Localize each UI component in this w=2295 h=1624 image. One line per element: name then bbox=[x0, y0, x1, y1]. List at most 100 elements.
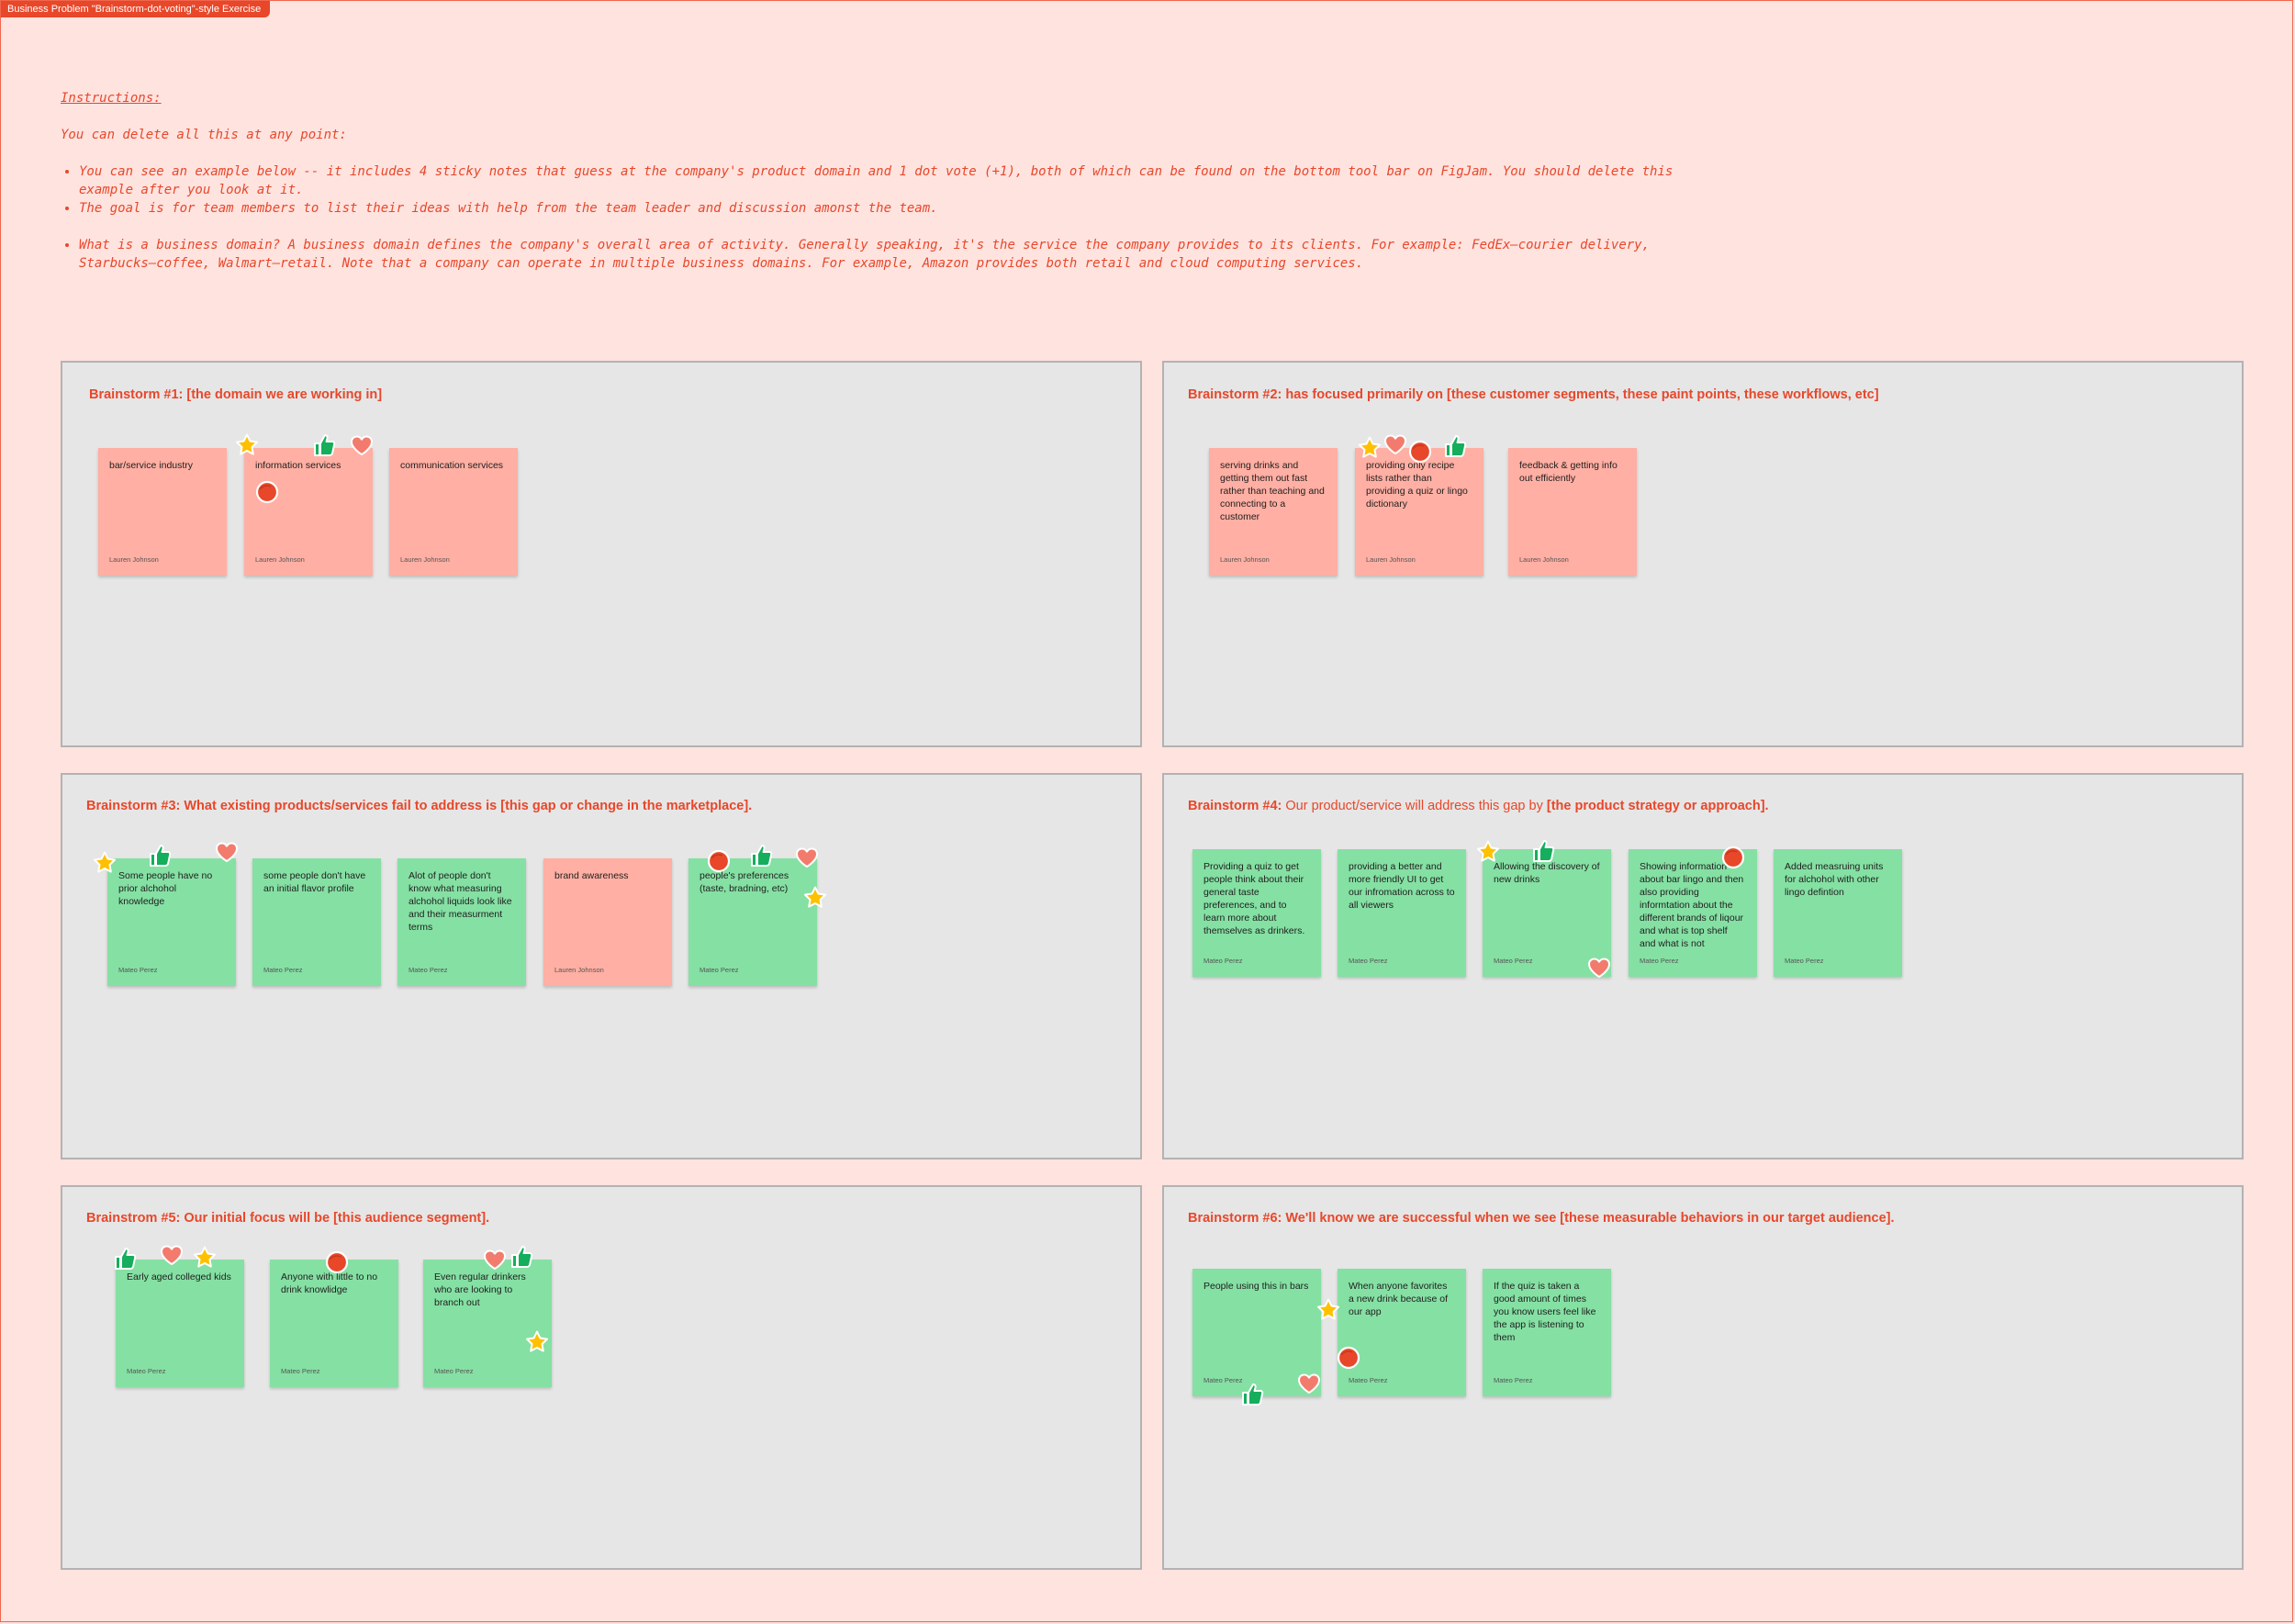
star-sticker-icon[interactable] bbox=[525, 1330, 549, 1354]
sticky-author: Lauren Johnson bbox=[1519, 555, 1569, 564]
instructions-bullet: What is a business domain? A business do… bbox=[79, 236, 1695, 273]
sticky-note[interactable]: Anyone with little to no drink knowlidge… bbox=[270, 1260, 398, 1387]
sticky-text: serving drinks and getting them out fast… bbox=[1220, 460, 1325, 522]
sticky-note[interactable]: feedback & getting info out efficiently L… bbox=[1508, 448, 1637, 576]
star-sticker-icon[interactable] bbox=[803, 886, 827, 910]
star-sticker-icon[interactable] bbox=[235, 433, 259, 457]
thumbs-up-sticker-icon[interactable] bbox=[312, 433, 336, 457]
instructions-text[interactable]: Instructions: You can delete all this at… bbox=[61, 89, 1695, 273]
red-dot-sticker-icon[interactable] bbox=[1721, 846, 1745, 869]
sticky-author: Lauren Johnson bbox=[400, 555, 450, 564]
sticky-text: If the quiz is taken a good amount of ti… bbox=[1494, 1281, 1596, 1343]
sticky-note[interactable]: Allowing the discovery of new drinks Mate… bbox=[1483, 849, 1611, 977]
sticky-author: Mateo Perez bbox=[1785, 957, 1824, 965]
sticky-author: Mateo Perez bbox=[1494, 957, 1533, 965]
thumbs-up-sticker-icon[interactable] bbox=[1240, 1383, 1264, 1406]
sticky-text: feedback & getting info out efficiently bbox=[1519, 460, 1618, 484]
sticky-note[interactable]: communication services Lauren Johnson bbox=[389, 448, 518, 576]
sticky-text: communication services bbox=[400, 460, 504, 471]
red-dot-sticker-icon[interactable] bbox=[707, 849, 731, 873]
sticky-note[interactable]: Even regular drinkers who are looking to… bbox=[423, 1260, 552, 1387]
sticky-text: providing only recipe lists rather than … bbox=[1366, 460, 1468, 510]
thumbs-up-sticker-icon[interactable] bbox=[113, 1247, 137, 1271]
panel-title: Brainstorm #3: What existing products/se… bbox=[86, 799, 753, 813]
sticky-note[interactable]: Showing information about bar lingo and … bbox=[1629, 849, 1757, 977]
thumbs-up-sticker-icon[interactable] bbox=[749, 844, 773, 868]
sticky-note[interactable]: people's preferences (taste, bradning, e… bbox=[688, 858, 817, 986]
sticky-author: Mateo Perez bbox=[1494, 1376, 1533, 1384]
sticky-author: Mateo Perez bbox=[1203, 957, 1243, 965]
sticky-text: Allowing the discovery of new drinks bbox=[1494, 861, 1600, 885]
thumbs-up-sticker-icon[interactable] bbox=[1443, 434, 1467, 458]
brainstorm-panel-6[interactable] bbox=[1162, 1185, 2244, 1570]
heart-sticker-icon[interactable] bbox=[483, 1248, 507, 1271]
sticky-author: Mateo Perez bbox=[1640, 957, 1679, 965]
heart-sticker-icon[interactable] bbox=[795, 846, 819, 869]
instructions-bullet: You can see an example below -- it inclu… bbox=[79, 162, 1695, 199]
sticky-note[interactable]: serving drinks and getting them out fast… bbox=[1209, 448, 1338, 576]
sticky-text: Added measruing units for alchohol with … bbox=[1785, 861, 1884, 898]
sticky-note[interactable]: When anyone favorites a new drink becaus… bbox=[1338, 1269, 1466, 1396]
sticky-text: Alot of people don't know what measuring… bbox=[409, 870, 512, 933]
star-sticker-icon[interactable] bbox=[93, 851, 117, 875]
sticky-author: Mateo Perez bbox=[1203, 1376, 1243, 1384]
sticky-author: Mateo Perez bbox=[434, 1367, 474, 1375]
sticky-note[interactable]: Some people have no prior alchohol knowl… bbox=[107, 858, 236, 986]
sticky-author: Mateo Perez bbox=[1349, 1376, 1388, 1384]
sticky-author: Mateo Perez bbox=[118, 966, 158, 974]
sticky-author: Mateo Perez bbox=[263, 966, 303, 974]
red-dot-sticker-icon[interactable] bbox=[255, 480, 279, 504]
sticky-note[interactable]: Providing a quiz to get people think abo… bbox=[1192, 849, 1321, 977]
thumbs-up-sticker-icon[interactable] bbox=[148, 844, 172, 868]
sticky-note[interactable]: Alot of people don't know what measuring… bbox=[397, 858, 526, 986]
sticky-text: People using this in bars bbox=[1203, 1281, 1309, 1292]
sticky-note[interactable]: People using this in bars Mateo Perez bbox=[1192, 1269, 1321, 1396]
sticky-author: Lauren Johnson bbox=[109, 555, 159, 564]
red-dot-sticker-icon[interactable] bbox=[1337, 1346, 1360, 1370]
instructions-intro: You can delete all this at any point: bbox=[61, 128, 347, 142]
sticky-note[interactable]: If the quiz is taken a good amount of ti… bbox=[1483, 1269, 1611, 1396]
sticky-text: Early aged colleged kids bbox=[127, 1271, 231, 1282]
sticky-note[interactable]: some people don't have an initial flavor… bbox=[252, 858, 381, 986]
red-dot-sticker-icon[interactable] bbox=[325, 1250, 349, 1274]
star-sticker-icon[interactable] bbox=[1316, 1298, 1340, 1322]
sticky-author: Lauren Johnson bbox=[554, 966, 604, 974]
heart-sticker-icon[interactable] bbox=[1587, 956, 1611, 980]
heart-sticker-icon[interactable] bbox=[215, 840, 239, 864]
brainstorm-panel-2[interactable] bbox=[1162, 361, 2244, 747]
sticky-text: Providing a quiz to get people think abo… bbox=[1203, 861, 1305, 936]
instructions-title: Instructions: bbox=[61, 91, 162, 106]
sticky-text: Anyone with little to no drink knowlidge bbox=[281, 1271, 378, 1295]
heart-sticker-icon[interactable] bbox=[1383, 432, 1407, 456]
sticky-note[interactable]: providing only recipe lists rather than … bbox=[1355, 448, 1483, 576]
panel-title: Brainstorm #4: Our product/service will … bbox=[1188, 799, 1769, 813]
sticky-note[interactable]: bar/service industry Lauren Johnson bbox=[98, 448, 227, 576]
sticky-author: Lauren Johnson bbox=[1366, 555, 1416, 564]
thumbs-up-sticker-icon[interactable] bbox=[1531, 839, 1555, 863]
brainstorm-panel-1[interactable] bbox=[61, 361, 1142, 747]
heart-sticker-icon[interactable] bbox=[160, 1243, 184, 1267]
sticky-note[interactable]: brand awareness Lauren Johnson bbox=[543, 858, 672, 986]
thumbs-up-sticker-icon[interactable] bbox=[509, 1245, 533, 1269]
sticky-note[interactable]: Added measruing units for alchohol with … bbox=[1774, 849, 1902, 977]
frame-label[interactable]: Business Problem "Brainstorm-dot-voting"… bbox=[1, 1, 271, 17]
sticky-author: Lauren Johnson bbox=[255, 555, 305, 564]
sticky-note[interactable]: information services Lauren Johnson bbox=[244, 448, 373, 576]
sticky-note[interactable]: providing a better and more friendly UI … bbox=[1338, 849, 1466, 977]
instructions-list: You can see an example below -- it inclu… bbox=[61, 162, 1695, 273]
red-dot-sticker-icon[interactable] bbox=[1408, 440, 1432, 464]
heart-sticker-icon[interactable] bbox=[350, 433, 374, 457]
star-sticker-icon[interactable] bbox=[1476, 840, 1500, 864]
sticky-note[interactable]: Early aged colleged kids Mateo Perez bbox=[116, 1260, 244, 1387]
heart-sticker-icon[interactable] bbox=[1297, 1372, 1321, 1395]
sticky-text: some people don't have an initial flavor… bbox=[263, 870, 366, 894]
panel-title: Brainstrom #5: Our initial focus will be… bbox=[86, 1211, 490, 1226]
instructions-bullet: The goal is for team members to list the… bbox=[79, 199, 1695, 218]
sticky-author: Lauren Johnson bbox=[1220, 555, 1270, 564]
star-sticker-icon[interactable] bbox=[193, 1246, 217, 1270]
star-sticker-icon[interactable] bbox=[1358, 436, 1382, 460]
sticky-text: bar/service industry bbox=[109, 460, 194, 471]
sticky-author: Mateo Perez bbox=[700, 966, 739, 974]
sticky-text: brand awareness bbox=[554, 870, 629, 881]
